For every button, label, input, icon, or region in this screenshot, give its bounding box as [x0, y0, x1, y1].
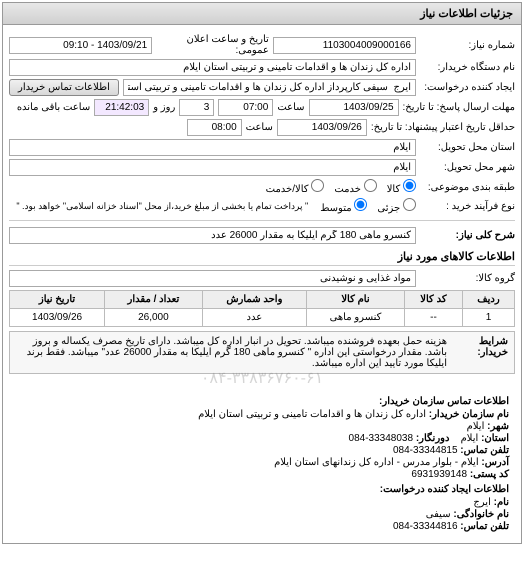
time-label-1: ساعت: [277, 102, 304, 113]
cell-date: 1403/09/26: [10, 309, 105, 327]
process-note: " پرداخت تمام یا بخشی از مبلغ خرید،از مح…: [16, 201, 308, 212]
org-input[interactable]: [9, 59, 416, 76]
reply-date-input[interactable]: [309, 99, 399, 116]
goods-section-title: اطلاعات کالاهای مورد نیاز: [9, 250, 515, 266]
requester-label: ایجاد کننده درخواست:: [420, 82, 515, 93]
valid-time-input[interactable]: [187, 119, 242, 136]
radio-small[interactable]: [403, 198, 416, 211]
need-title-input[interactable]: [9, 227, 416, 244]
row-reply-deadline: مهلت ارسال پاسخ: تا تاریخ: ساعت روز و سا…: [9, 99, 515, 116]
creator-phone: تلفن تماس: 33344816-084: [15, 521, 509, 532]
row-requester: ایجاد کننده درخواست: اطلاعات تماس خریدار: [9, 79, 515, 96]
contact-buyer-button[interactable]: اطلاعات تماس خریدار: [9, 79, 119, 96]
radio-service-label[interactable]: خدمت: [334, 179, 376, 195]
goods-table: ردیف کد کالا نام کالا واحد شمارش تعداد /…: [9, 290, 515, 327]
cell-code: --: [404, 309, 462, 327]
req-no-input[interactable]: [273, 37, 416, 54]
row-need-title: شرح کلی نیاز:: [9, 227, 515, 244]
radio-both-label[interactable]: کالا/خدمت: [266, 179, 325, 195]
radio-goods[interactable]: [403, 179, 416, 192]
table-header-row: ردیف کد کالا نام کالا واحد شمارش تعداد /…: [10, 291, 515, 309]
goods-group-input[interactable]: [9, 270, 416, 287]
radio-service[interactable]: [364, 179, 377, 192]
remain-time-input: [94, 99, 149, 116]
cell-row: 1: [462, 309, 514, 327]
cell-qty: 26,000: [105, 309, 203, 327]
datetime-label: تاریخ و ساعت اعلان عمومی:: [156, 34, 269, 56]
contact-section-title: اطلاعات تماس سازمان خریدار:: [15, 396, 509, 407]
reply-time-input[interactable]: [218, 99, 273, 116]
conditions-label: شرایط خریدار:: [453, 336, 508, 369]
radio-small-label[interactable]: جزئی: [377, 198, 416, 214]
th-code: کد کالا: [404, 291, 462, 309]
row-delivery-province: استان محل تحویل:: [9, 139, 515, 156]
delivery-province-input[interactable]: [9, 139, 416, 156]
delivery-province-label: استان محل تحویل:: [420, 142, 515, 153]
contact-address: آدرس: ایلام - بلوار مدرس - اداره کل زندا…: [15, 457, 509, 468]
valid-date-input[interactable]: [277, 119, 367, 136]
contact-province-fax: استان: ایلام دورنگار: 33348038-084: [15, 433, 509, 444]
category-label: طبقه بندی موضوعی:: [420, 182, 515, 193]
panel-title: جزئیات اطلاعات نیاز: [3, 3, 521, 25]
radio-medium[interactable]: [354, 198, 367, 211]
creator-lastname: نام خانوادگی: سیفی: [15, 509, 509, 520]
conditions-box: شرایط خریدار: هزینه حمل بعهده فروشنده می…: [9, 331, 515, 374]
req-no-label: شماره نیاز:: [420, 40, 515, 51]
datetime-input[interactable]: [9, 37, 152, 54]
radio-goods-label[interactable]: کالا: [387, 179, 416, 195]
category-radios: کالا خدمت کالا/خدمت: [266, 179, 416, 195]
row-category: طبقه بندی موضوعی: کالا خدمت کالا/خدمت: [9, 179, 515, 195]
days-input[interactable]: [179, 99, 214, 116]
cell-unit: عدد: [202, 309, 306, 327]
requester-input[interactable]: [123, 79, 416, 96]
row-goods-group: گروه کالا:: [9, 270, 515, 287]
delivery-city-label: شهر محل تحویل:: [420, 162, 515, 173]
th-date: تاریخ نیاز: [10, 291, 105, 309]
panel-body: شماره نیاز: تاریخ و ساعت اعلان عمومی: نا…: [3, 25, 521, 543]
days-label: روز و: [153, 102, 175, 113]
org-label: نام دستگاه خریدار:: [420, 62, 515, 73]
conditions-text: هزینه حمل بعهده فروشنده میباشد. تحویل در…: [16, 336, 447, 369]
remain-label: ساعت باقی مانده: [17, 102, 90, 113]
th-qty: تعداد / مقدار: [105, 291, 203, 309]
delivery-city-input[interactable]: [9, 159, 416, 176]
process-radios: جزئی متوسط: [320, 198, 416, 214]
contact-section: اطلاعات تماس سازمان خریدار: نام سازمان خ…: [9, 388, 515, 537]
creator-section-title: اطلاعات ایجاد کننده درخواست:: [15, 484, 509, 495]
reply-deadline-label: مهلت ارسال پاسخ: تا تاریخ:: [403, 102, 515, 113]
goods-group-label: گروه کالا:: [420, 273, 515, 284]
row-valid-until: حداقل تاریخ اعتبار پیشنهاد: تا تاریخ: سا…: [9, 119, 515, 136]
contact-city: شهر: ایلام: [15, 421, 509, 432]
th-unit: واحد شمارش: [202, 291, 306, 309]
creator-name: نام: ایرج: [15, 497, 509, 508]
radio-medium-label[interactable]: متوسط: [320, 198, 367, 214]
row-process: نوع فرآیند خرید : جزئی متوسط " پرداخت تم…: [9, 198, 515, 214]
row-delivery-city: شهر محل تحویل:: [9, 159, 515, 176]
contact-phone: تلفن تماس: 33344815-084: [15, 445, 509, 456]
contact-postal: کد پستی: 6931939148: [15, 469, 509, 480]
th-row: ردیف: [462, 291, 514, 309]
valid-until-label: حداقل تاریخ اعتبار پیشنهاد: تا تاریخ:: [371, 122, 515, 133]
cell-name: کنسرو ماهی: [307, 309, 405, 327]
time-label-2: ساعت: [246, 122, 273, 133]
contact-buyer-org: نام سازمان خریدار: اداره کل زندان ها و ا…: [15, 409, 509, 420]
row-req-no: شماره نیاز: تاریخ و ساعت اعلان عمومی:: [9, 34, 515, 56]
table-row: 1 -- کنسرو ماهی عدد 26,000 1403/09/26: [10, 309, 515, 327]
process-label: نوع فرآیند خرید :: [420, 201, 515, 212]
th-name: نام کالا: [307, 291, 405, 309]
radio-both[interactable]: [311, 179, 324, 192]
details-panel: جزئیات اطلاعات نیاز شماره نیاز: تاریخ و …: [2, 2, 522, 544]
need-title-label: شرح کلی نیاز:: [420, 230, 515, 241]
row-org: نام دستگاه خریدار:: [9, 59, 515, 76]
